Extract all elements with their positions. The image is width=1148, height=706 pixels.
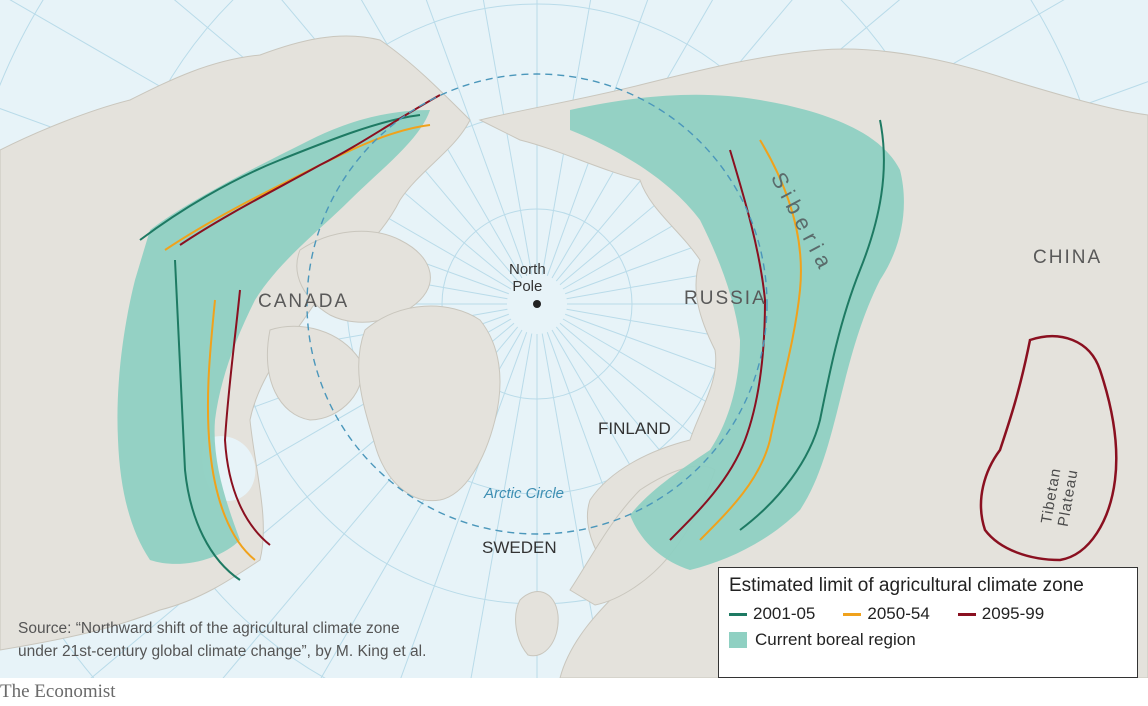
legend-label-2095-99: 2095-99 xyxy=(981,604,1045,623)
baffin-island-land xyxy=(266,325,363,421)
meridian-line xyxy=(425,0,528,276)
legend-item-2050-54: 2050-54 xyxy=(843,604,930,624)
legend-item-2095-99: 2095-99 xyxy=(957,604,1045,624)
north-pole-line2: Pole xyxy=(512,278,543,295)
meridian-line xyxy=(546,332,674,678)
legend-item-2001-05: 2001-05 xyxy=(729,604,815,624)
legend-swatch-2050-54 xyxy=(843,612,862,616)
label-finland: FINLAND xyxy=(598,419,671,438)
meridian-line xyxy=(360,0,523,279)
legend-label-2001-05: 2001-05 xyxy=(753,604,816,623)
greenland-land xyxy=(358,305,501,502)
north-pole-line1: North xyxy=(509,261,546,278)
label-arctic-circle: Arctic Circle xyxy=(484,485,565,502)
meridian-line xyxy=(541,333,604,678)
label-china: CHINA xyxy=(1033,247,1103,268)
legend-lines-row: 2001-05 2050-54 2095-99 xyxy=(729,601,1127,627)
label-canada: CANADA xyxy=(258,291,350,312)
arctic-islands-land xyxy=(296,230,431,323)
meridian-line xyxy=(551,329,754,678)
legend-label-2050-54: 2050-54 xyxy=(867,604,930,623)
legend-swatch-2001-05 xyxy=(729,612,747,616)
legend-box: Estimated limit of agricultural climate … xyxy=(718,567,1138,678)
legend-swatch-2095-99 xyxy=(957,612,976,616)
boreal-region-north-america xyxy=(117,110,431,564)
arctic-circle-line xyxy=(306,73,768,535)
limit-2095-99-eurasia xyxy=(669,149,767,541)
boreal-region-eurasia xyxy=(570,94,904,570)
source-note: Source: “Northward shift of the agricult… xyxy=(18,617,538,663)
legend-label-boreal: Current boreal region xyxy=(755,630,916,649)
limit-2001-05-eurasia xyxy=(739,119,885,531)
tibetan-plateau-zone xyxy=(979,335,1118,562)
brand-logo-text: The Economist xyxy=(0,681,116,702)
label-north-pole: North Pole xyxy=(509,261,546,295)
source-line1: Source: “Northward shift of the agricult… xyxy=(18,620,400,637)
arctic-map xyxy=(0,0,1148,678)
legend-swatch-boreal xyxy=(729,632,747,648)
legend-title: Estimated limit of agricultural climate … xyxy=(729,575,1084,596)
britain-land xyxy=(515,591,559,657)
limit-2001-05-north-america xyxy=(139,114,421,581)
legend-boreal-row: Current boreal region xyxy=(729,627,1127,653)
source-line2: under 21st-century global climate change… xyxy=(18,643,427,660)
north-pole-marker xyxy=(533,300,541,308)
limit-2050-54-eurasia xyxy=(699,139,802,541)
meridian-line xyxy=(400,332,528,678)
label-russia: RUSSIA xyxy=(684,288,767,309)
meridian-line xyxy=(470,333,533,678)
label-sweden: SWEDEN xyxy=(482,538,557,557)
